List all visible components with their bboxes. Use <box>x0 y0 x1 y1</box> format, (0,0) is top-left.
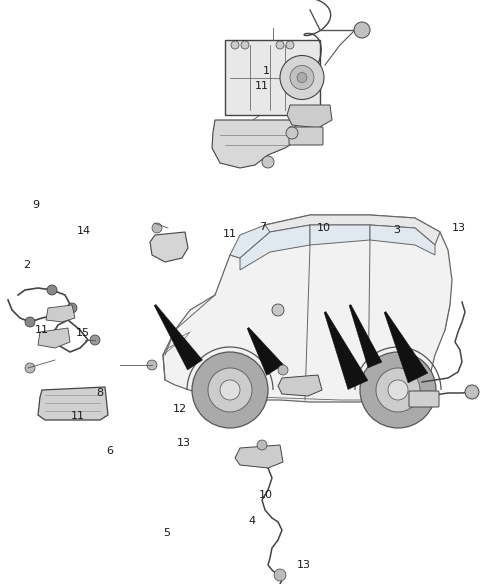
Polygon shape <box>46 305 75 322</box>
FancyBboxPatch shape <box>409 391 439 407</box>
Polygon shape <box>212 120 298 168</box>
Polygon shape <box>38 328 70 348</box>
Circle shape <box>262 156 274 168</box>
Text: 11: 11 <box>254 81 268 92</box>
Text: 13: 13 <box>177 437 191 448</box>
Polygon shape <box>287 105 332 128</box>
Text: 9: 9 <box>33 200 40 210</box>
Text: 14: 14 <box>77 225 91 236</box>
Text: 7: 7 <box>259 221 266 232</box>
FancyBboxPatch shape <box>289 127 323 145</box>
Circle shape <box>280 55 324 99</box>
Polygon shape <box>278 375 322 396</box>
Circle shape <box>354 22 370 38</box>
Circle shape <box>67 303 77 313</box>
Text: 2: 2 <box>23 259 30 270</box>
Circle shape <box>50 330 60 340</box>
Text: 10: 10 <box>259 490 273 500</box>
Text: 5: 5 <box>163 527 170 538</box>
Polygon shape <box>230 215 440 258</box>
Polygon shape <box>310 225 370 245</box>
FancyBboxPatch shape <box>225 40 320 115</box>
Circle shape <box>90 335 100 345</box>
Text: 13: 13 <box>297 560 311 571</box>
Polygon shape <box>163 215 452 402</box>
Circle shape <box>220 380 240 400</box>
Text: 11: 11 <box>223 228 237 239</box>
Circle shape <box>290 65 314 89</box>
Text: 11: 11 <box>71 411 85 421</box>
Polygon shape <box>154 304 203 370</box>
Polygon shape <box>230 225 270 258</box>
Circle shape <box>297 72 307 82</box>
Text: 3: 3 <box>394 224 401 235</box>
Polygon shape <box>384 311 428 383</box>
Polygon shape <box>235 445 283 468</box>
Text: 12: 12 <box>173 404 187 414</box>
Text: 8: 8 <box>96 388 103 398</box>
Circle shape <box>152 223 162 233</box>
Text: 6: 6 <box>107 446 114 456</box>
Circle shape <box>276 41 284 49</box>
Circle shape <box>278 365 288 375</box>
Polygon shape <box>240 225 310 270</box>
Circle shape <box>360 352 436 428</box>
Circle shape <box>286 127 298 139</box>
Circle shape <box>465 385 479 399</box>
Circle shape <box>192 352 268 428</box>
Circle shape <box>25 363 35 373</box>
Circle shape <box>25 317 35 327</box>
Circle shape <box>257 440 267 450</box>
Circle shape <box>274 569 286 581</box>
Circle shape <box>231 41 239 49</box>
Polygon shape <box>349 305 382 368</box>
Polygon shape <box>370 225 435 255</box>
Text: 10: 10 <box>317 223 331 234</box>
Circle shape <box>272 304 284 316</box>
Polygon shape <box>324 312 368 390</box>
Circle shape <box>241 41 249 49</box>
Circle shape <box>208 368 252 412</box>
Circle shape <box>376 368 420 412</box>
Text: 11: 11 <box>35 325 48 335</box>
Polygon shape <box>247 328 283 376</box>
Polygon shape <box>38 387 108 420</box>
Text: 15: 15 <box>76 328 90 338</box>
Circle shape <box>147 360 157 370</box>
Polygon shape <box>150 232 188 262</box>
Circle shape <box>286 41 294 49</box>
Text: 13: 13 <box>452 223 466 233</box>
Text: 4: 4 <box>249 516 256 526</box>
Circle shape <box>388 380 408 400</box>
Circle shape <box>47 285 57 295</box>
Text: 1: 1 <box>263 66 270 77</box>
